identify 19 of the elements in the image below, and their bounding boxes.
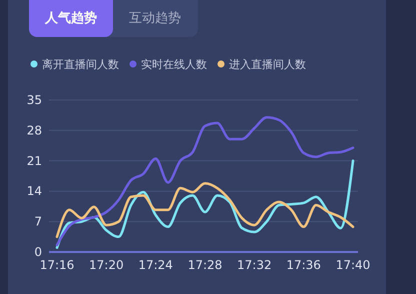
x-tick-label: 17:40 [336, 258, 370, 272]
y-tick-label: 21 [26, 154, 42, 168]
y-tick-label: 14 [26, 184, 42, 198]
y-tick-label: 0 [34, 245, 42, 259]
x-tick-label: 17:24 [138, 258, 173, 272]
legend-label: 离开直播间人数 [42, 58, 119, 71]
line-series [56, 182, 354, 238]
x-tick-label: 17:32 [237, 258, 272, 272]
y-tick-label: 35 [26, 93, 42, 107]
legend-label: 实时在线人数 [141, 58, 207, 71]
x-tick-label: 17:20 [89, 258, 124, 272]
x-tick-label: 17:28 [188, 258, 222, 272]
y-tick-label: 28 [26, 123, 42, 138]
line-series [56, 116, 354, 246]
legend-label: 进入直播间人数 [229, 58, 306, 71]
x-tick-label: 17:16 [40, 258, 74, 272]
tab-bar: 人气趋势 互动趋势 [29, 0, 198, 37]
x-tick-label: 17:36 [286, 258, 321, 272]
y-tick-label: 7 [34, 214, 42, 229]
